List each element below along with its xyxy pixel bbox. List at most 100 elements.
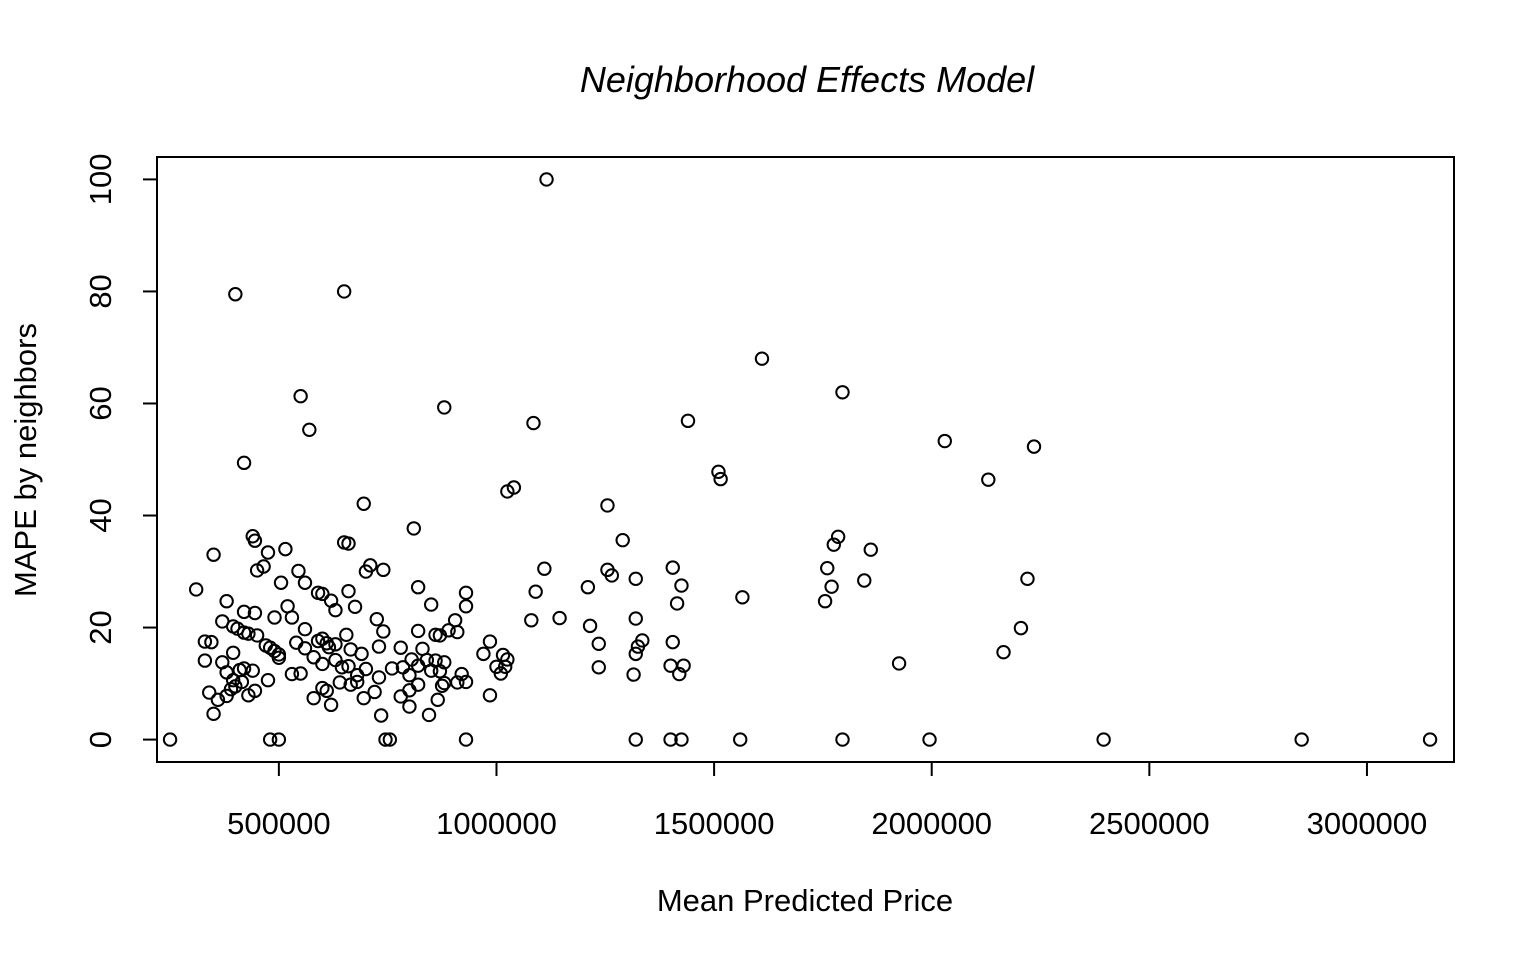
- data-point: [219, 594, 234, 609]
- data-point: [458, 732, 474, 747]
- data-point: [421, 707, 437, 723]
- data-point: [1096, 732, 1111, 747]
- data-point: [297, 622, 313, 637]
- data-point: [225, 645, 241, 660]
- data-point: [236, 661, 252, 676]
- data-point: [626, 667, 641, 682]
- data-point: [245, 663, 260, 678]
- data-point: [260, 545, 276, 560]
- data-point: [410, 677, 426, 692]
- data-point: [437, 655, 452, 670]
- data-point: [291, 563, 306, 579]
- data-point: [630, 639, 646, 654]
- data-point: [382, 732, 398, 747]
- data-point: [628, 611, 643, 626]
- data-point: [447, 613, 463, 628]
- data-point: [628, 646, 643, 662]
- data-point: [669, 596, 685, 611]
- data-point: [319, 683, 334, 699]
- data-point: [332, 675, 347, 690]
- data-point: [328, 602, 343, 618]
- data-point: [210, 692, 226, 708]
- data-point: [223, 681, 239, 697]
- chart-title: Neighborhood Effects Model: [580, 59, 1035, 100]
- data-point: [754, 351, 770, 366]
- x-tick-label: 3000000: [1307, 806, 1428, 841]
- data-point: [539, 172, 554, 187]
- data-point: [1026, 439, 1042, 454]
- data-point: [350, 674, 365, 690]
- data-point: [600, 498, 615, 513]
- y-tick-label: 20: [83, 610, 118, 644]
- data-point: [336, 535, 352, 550]
- data-point: [315, 656, 330, 672]
- data-point: [410, 658, 426, 673]
- data-point: [835, 732, 850, 747]
- data-point: [297, 641, 313, 656]
- data-point: [434, 678, 450, 694]
- data-point: [188, 582, 204, 597]
- data-point: [665, 634, 680, 650]
- data-point: [615, 532, 630, 548]
- x-tick-label: 2000000: [871, 806, 992, 841]
- data-point: [278, 541, 293, 557]
- data-point: [680, 413, 696, 429]
- data-point: [402, 667, 417, 683]
- data-point: [430, 692, 445, 708]
- data-point: [371, 670, 387, 685]
- data-point: [204, 634, 219, 650]
- data-point: [482, 688, 498, 703]
- data-point: [537, 561, 552, 576]
- data-point: [458, 674, 474, 690]
- data-point: [358, 661, 374, 677]
- data-point: [241, 626, 256, 641]
- data-point: [271, 650, 287, 666]
- data-point: [996, 645, 1011, 660]
- data-point: [665, 560, 680, 575]
- data-point: [356, 690, 371, 706]
- data-point: [336, 284, 352, 299]
- data-point: [384, 661, 400, 676]
- data-point: [354, 646, 369, 662]
- data-point: [347, 599, 363, 615]
- data-point: [293, 666, 308, 681]
- data-point: [341, 583, 356, 599]
- x-tick-label: 500000: [227, 806, 330, 841]
- data-point: [197, 634, 213, 649]
- data-points: [162, 172, 1438, 747]
- data-point: [328, 637, 343, 652]
- data-point: [817, 594, 833, 609]
- x-tick-label: 1000000: [436, 806, 557, 841]
- data-point: [367, 684, 382, 700]
- data-point: [402, 699, 417, 714]
- data-point: [293, 388, 308, 404]
- data-point: [676, 658, 691, 673]
- data-point: [341, 659, 356, 674]
- data-point: [284, 666, 300, 682]
- data-point: [981, 472, 996, 487]
- data-point: [262, 732, 278, 747]
- data-point: [824, 579, 839, 594]
- data-point: [582, 618, 598, 634]
- y-axis: 0 20 40 60 80 100: [83, 154, 157, 748]
- data-point: [454, 666, 469, 682]
- data-point: [247, 533, 263, 548]
- data-point: [552, 610, 567, 626]
- x-tick-label: 1500000: [654, 806, 775, 841]
- data-point: [234, 674, 250, 690]
- y-axis-label: MAPE by neighbors: [8, 323, 43, 597]
- data-point: [306, 690, 321, 706]
- data-point: [202, 685, 217, 700]
- data-point: [628, 732, 643, 747]
- data-point: [260, 673, 276, 688]
- data-point: [376, 562, 391, 578]
- data-point: [891, 656, 907, 671]
- data-point: [458, 599, 474, 614]
- y-tick-label: 0: [83, 731, 118, 748]
- data-point: [297, 575, 313, 590]
- data-point: [820, 560, 835, 576]
- data-point: [376, 624, 391, 639]
- data-point: [591, 660, 606, 675]
- data-point: [197, 653, 213, 668]
